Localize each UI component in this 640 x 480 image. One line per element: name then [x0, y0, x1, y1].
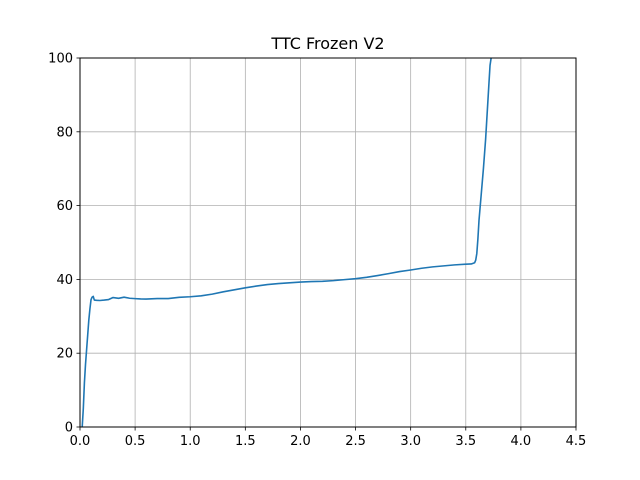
x-tick-label: 3.0: [400, 434, 421, 449]
y-axis: 0 20 40 60 80 100: [48, 52, 80, 436]
chart-title: TTC Frozen V2: [270, 34, 384, 53]
y-tick-label: 20: [56, 347, 73, 362]
x-tick-label: 3.5: [455, 434, 476, 449]
series-layer: [81, 58, 492, 427]
x-tick-label: 4.0: [511, 434, 532, 449]
y-tick-label: 40: [56, 273, 73, 288]
x-tick-label: 1.5: [235, 434, 256, 449]
y-tick-label: 80: [56, 125, 73, 140]
x-tick-label: 0.5: [125, 434, 146, 449]
y-tick-label: 100: [48, 52, 73, 67]
x-tick-label: 2.0: [290, 434, 311, 449]
x-tick-label: 1.0: [180, 434, 201, 449]
x-tick-label: 2.5: [345, 434, 366, 449]
y-tick-label: 0: [65, 421, 73, 436]
x-axis: 0.0 0.5 1.0 1.5 2.0 2.5 3.0 3.5 4.0 4.5: [70, 427, 587, 449]
y-tick-label: 60: [56, 199, 73, 214]
plot-area-frame: [79, 57, 577, 428]
series-line: [81, 58, 492, 427]
x-tick-label: 4.5: [566, 434, 587, 449]
x-tick-label: 0.0: [70, 434, 91, 449]
